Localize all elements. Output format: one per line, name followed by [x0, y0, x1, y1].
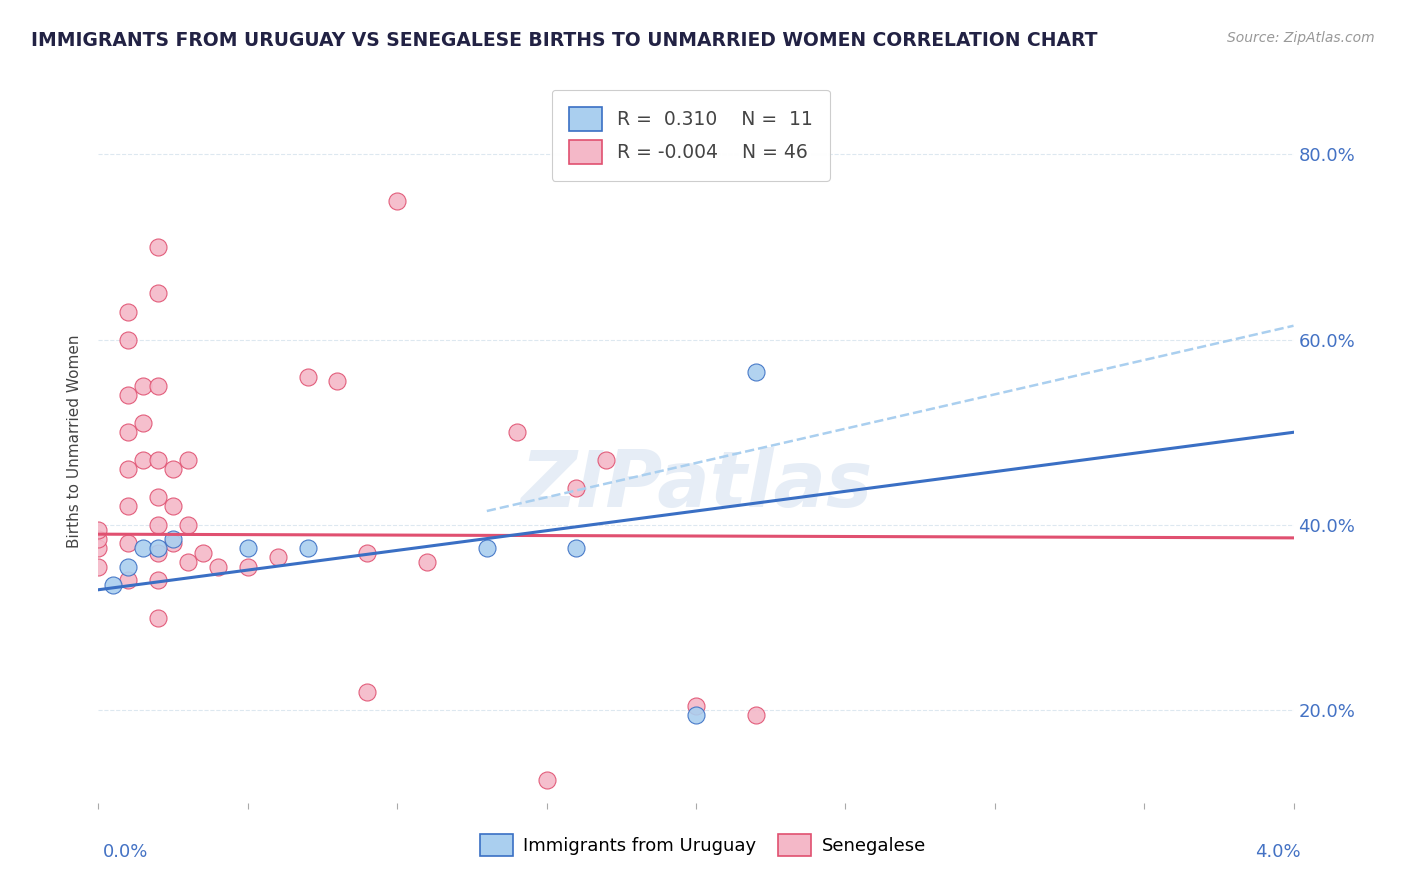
Point — [148, 490, 170, 504]
Point — [356, 684, 378, 698]
Point — [565, 481, 588, 495]
Point — [297, 541, 319, 555]
Point — [148, 517, 170, 532]
Point — [132, 416, 155, 430]
Point — [148, 541, 170, 555]
Point — [565, 541, 588, 555]
Text: 0.0%: 0.0% — [103, 843, 148, 861]
Point — [356, 546, 378, 560]
Point — [236, 559, 259, 574]
Point — [117, 559, 139, 574]
Point — [117, 333, 139, 347]
Point — [117, 388, 139, 402]
Point — [685, 707, 707, 722]
Legend: R =  0.310    N =  11, R = -0.004    N = 46: R = 0.310 N = 11, R = -0.004 N = 46 — [551, 90, 830, 181]
Point — [162, 462, 184, 476]
Y-axis label: Births to Unmarried Women: Births to Unmarried Women — [67, 334, 83, 549]
Point — [236, 541, 259, 555]
Point — [177, 517, 200, 532]
Point — [148, 546, 170, 560]
Point — [685, 698, 707, 713]
Point — [117, 305, 139, 319]
Point — [148, 610, 170, 624]
Point — [87, 559, 110, 574]
Point — [745, 707, 768, 722]
Point — [177, 555, 200, 569]
Point — [148, 240, 170, 254]
Point — [148, 453, 170, 467]
Point — [162, 532, 184, 546]
Point — [506, 425, 529, 440]
Point — [117, 462, 139, 476]
Point — [87, 541, 110, 555]
Text: 4.0%: 4.0% — [1256, 843, 1301, 861]
Point — [191, 546, 214, 560]
Point — [162, 536, 184, 550]
Point — [385, 194, 409, 208]
Text: Source: ZipAtlas.com: Source: ZipAtlas.com — [1227, 31, 1375, 45]
Point — [132, 541, 155, 555]
Point — [267, 550, 290, 565]
Point — [103, 578, 125, 592]
Legend: Immigrants from Uruguay, Senegalese: Immigrants from Uruguay, Senegalese — [472, 827, 934, 863]
Text: ZIPatlas: ZIPatlas — [520, 447, 872, 523]
Point — [416, 555, 439, 569]
Point — [162, 500, 184, 514]
Point — [132, 453, 155, 467]
Point — [132, 379, 155, 393]
Point — [117, 425, 139, 440]
Point — [117, 536, 139, 550]
Point — [536, 772, 558, 787]
Point — [148, 574, 170, 588]
Point — [87, 523, 110, 537]
Point — [117, 574, 139, 588]
Point — [148, 286, 170, 301]
Point — [207, 559, 229, 574]
Point — [326, 375, 349, 389]
Text: IMMIGRANTS FROM URUGUAY VS SENEGALESE BIRTHS TO UNMARRIED WOMEN CORRELATION CHAR: IMMIGRANTS FROM URUGUAY VS SENEGALESE BI… — [31, 31, 1098, 50]
Point — [148, 379, 170, 393]
Point — [595, 453, 617, 467]
Point — [177, 453, 200, 467]
Point — [745, 365, 768, 379]
Point — [297, 369, 319, 384]
Point — [87, 532, 110, 546]
Point — [475, 541, 498, 555]
Point — [117, 500, 139, 514]
